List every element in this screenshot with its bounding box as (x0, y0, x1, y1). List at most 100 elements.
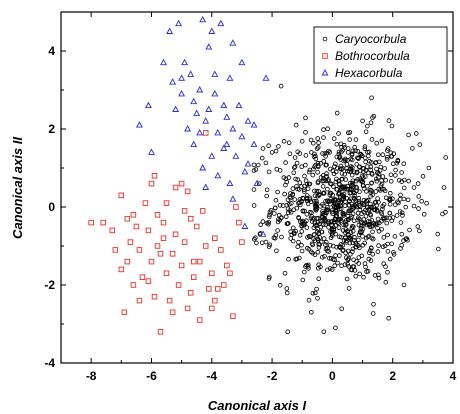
caryocorbula-point (435, 246, 441, 252)
caryocorbula-point (349, 152, 355, 158)
caryocorbula-point (311, 232, 317, 237)
bothrocorbula-point (212, 235, 218, 241)
caryocorbula-point (320, 151, 325, 156)
caryocorbula-point (251, 168, 257, 173)
caryocorbula-point (264, 193, 270, 199)
caryocorbula-point (375, 216, 381, 222)
bothrocorbula-point (218, 247, 224, 253)
caryocorbula-point (362, 174, 368, 179)
caryocorbula-point (332, 263, 338, 269)
caryocorbula-point (340, 228, 346, 233)
caryocorbula-point (358, 152, 364, 158)
caryocorbula-point (299, 229, 305, 234)
bothrocorbula-point (184, 188, 191, 195)
caryocorbula-point (258, 222, 264, 228)
caryocorbula-point (340, 247, 346, 253)
caryocorbula-point (285, 210, 291, 215)
caryocorbula-point (266, 214, 272, 220)
caryocorbula-point (323, 178, 329, 184)
bothrocorbula-point (130, 212, 137, 218)
caryocorbula-point (350, 264, 356, 269)
caryocorbula-point (308, 309, 314, 315)
caryocorbula-point (336, 191, 341, 197)
caryocorbula-point (310, 140, 316, 146)
caryocorbula-point (424, 201, 429, 206)
caryocorbula-point (339, 149, 344, 155)
caryocorbula-point (398, 220, 404, 225)
caryocorbula-point (324, 150, 330, 156)
caryocorbula-point (334, 209, 339, 214)
caryocorbula-point (385, 232, 390, 238)
y-axis-label: Canonical axis II (10, 137, 25, 239)
caryocorbula-point (263, 239, 269, 245)
caryocorbula-point (315, 226, 321, 232)
caryocorbula-point (393, 173, 398, 178)
caryocorbula-point (275, 228, 280, 233)
caryocorbula-point (440, 211, 445, 217)
hexacorbula-point (208, 152, 216, 159)
caryocorbula-point (376, 159, 382, 165)
caryocorbula-point (379, 138, 385, 144)
caryocorbula-point (269, 150, 275, 155)
caryocorbula-point (323, 239, 329, 245)
caryocorbula-point (387, 210, 393, 216)
caryocorbula-point (299, 184, 304, 189)
caryocorbula-point (343, 238, 349, 243)
caryocorbula-point (411, 203, 417, 209)
caryocorbula-point (361, 274, 366, 280)
caryocorbula-point (357, 164, 363, 170)
caryocorbula-point (305, 201, 311, 207)
caryocorbula-point (276, 144, 281, 149)
hexacorbula-point (238, 132, 246, 140)
caryocorbula-point (332, 197, 338, 203)
caryocorbula-point (297, 180, 303, 186)
caryocorbula-point (362, 146, 368, 152)
caryocorbula-point (443, 155, 449, 160)
hexacorbula-point (190, 140, 198, 148)
caryocorbula-point (345, 187, 351, 192)
caryocorbula-point (359, 153, 365, 159)
caryocorbula-point (347, 198, 352, 204)
caryocorbula-point (353, 184, 359, 190)
caryocorbula-point (334, 142, 340, 147)
caryocorbula-point (356, 195, 362, 201)
caryocorbula-point (315, 295, 320, 301)
caryocorbula-point (295, 177, 301, 182)
caryocorbula-point (286, 175, 292, 180)
caryocorbula-point (345, 168, 350, 174)
bothrocorbula-point (221, 282, 227, 288)
legend-label: Caryocorbula (335, 32, 407, 46)
caryocorbula-point (307, 197, 313, 202)
caryocorbula-point (346, 256, 352, 261)
caryocorbula-point (304, 181, 310, 187)
caryocorbula-point (325, 207, 331, 213)
hexacorbula-point (190, 97, 198, 105)
bothrocorbula-point (127, 239, 134, 245)
caryocorbula-point (340, 210, 346, 216)
hexacorbula-point (160, 58, 167, 66)
caryocorbula-point (283, 160, 288, 165)
caryocorbula-point (363, 129, 369, 135)
caryocorbula-point (421, 212, 427, 217)
hexacorbula-point (250, 140, 258, 148)
caryocorbula-point (400, 213, 405, 218)
caryocorbula-point (363, 214, 369, 219)
bothrocorbula-point (233, 204, 239, 210)
caryocorbula-point (416, 206, 421, 211)
caryocorbula-point (296, 187, 302, 192)
caryocorbula-point (347, 191, 353, 196)
caryocorbula-point (305, 264, 311, 269)
hexacorbula-point (226, 179, 234, 187)
caryocorbula-point (314, 200, 319, 206)
caryocorbula-point (392, 234, 398, 239)
caryocorbula-point (343, 219, 348, 225)
caryocorbula-point (362, 144, 368, 149)
bothrocorbula-point (187, 215, 194, 222)
caryocorbula-point (301, 189, 307, 194)
bothrocorbula-point (209, 270, 215, 277)
bothrocorbula-point (145, 278, 152, 284)
caryocorbula-point (351, 218, 357, 224)
caryocorbula-point (347, 186, 353, 192)
hexacorbula-point (229, 39, 237, 46)
caryocorbula-point (420, 174, 426, 179)
